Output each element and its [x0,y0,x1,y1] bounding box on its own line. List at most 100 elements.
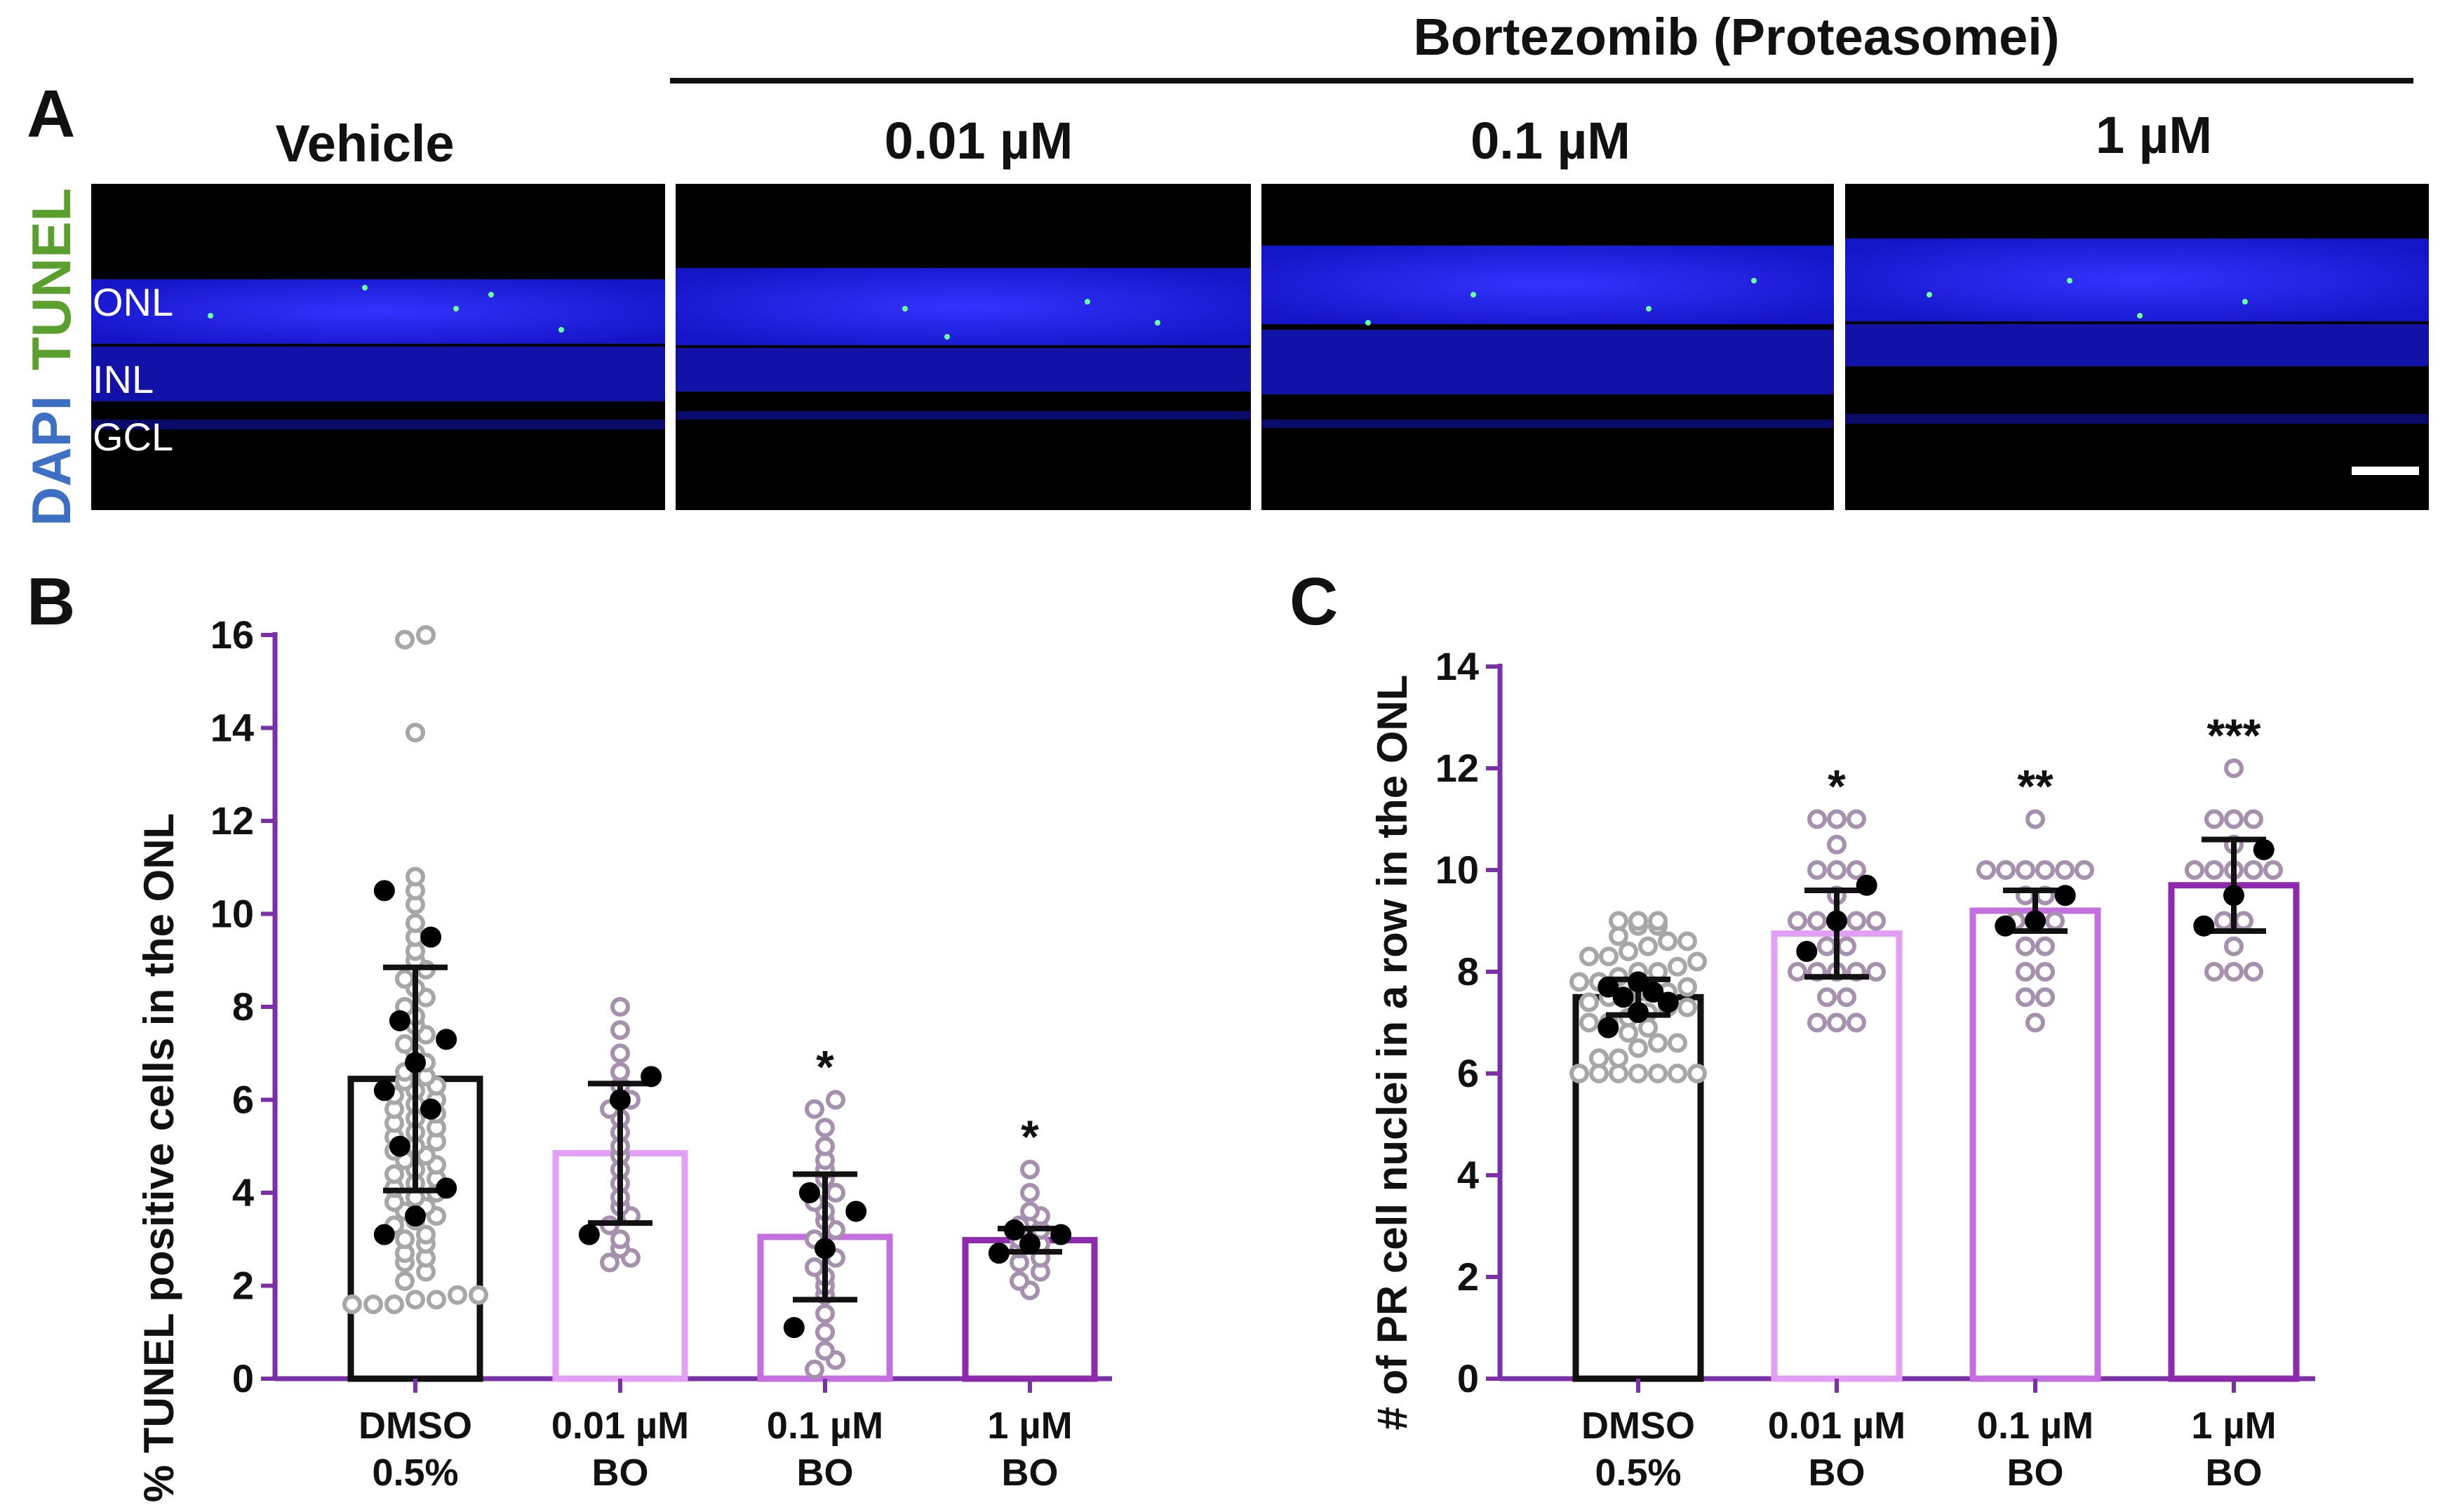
gcl-band [91,420,665,429]
animal-mean-point [1628,972,1649,993]
category-label-line1: 1 µM [987,1405,1072,1447]
data-point [1572,1066,1587,1081]
category-label-line2: 0.5% [372,1452,458,1494]
image-label-0-1: 0.1 µM [1470,112,1630,170]
data-point [612,1231,628,1247]
data-point [2206,812,2222,827]
y-tick-label: 14 [210,706,254,750]
tunel-punctum [488,292,494,297]
animal-mean-point [579,1224,600,1245]
data-point [2226,939,2242,954]
animal-mean-point [989,1243,1010,1264]
data-point [408,725,423,740]
chart-c-ylabel: # of PR cell nuclei in a row in the ONL [1369,675,1416,1431]
data-point [2206,964,2222,979]
data-point [828,1185,843,1200]
stain-label: DAPI TUNEL [20,188,82,526]
animal-mean-point [1597,1017,1619,1038]
data-point [408,869,423,885]
tunel-punctum [902,306,908,312]
y-tick-label: 8 [1457,949,1479,993]
onl-band [1261,246,1834,324]
data-point [397,1036,413,1052]
data-point [2037,989,2053,1005]
data-point [2018,964,2033,979]
data-point [366,1297,381,1312]
data-point [397,1273,413,1289]
tunel-label: TUNEL [20,188,82,370]
data-point [817,1325,833,1340]
data-point [2018,989,2033,1005]
inl-band [91,347,665,401]
data-point [2018,862,2033,878]
animal-mean-point [815,1238,836,1259]
bar [1973,911,2098,1379]
data-point [1680,934,1695,949]
tunel-punctum [208,313,213,319]
tunel-punctum [1085,299,1090,305]
panel-c-letter: C [1289,564,1338,639]
data-point [397,632,413,648]
data-point [1581,1015,1597,1031]
data-point [1790,964,1805,979]
y-tick-label: 8 [232,984,254,1029]
significance-mark: * [1021,1111,1039,1163]
data-point [1680,1000,1695,1015]
data-point [1630,914,1646,929]
animal-mean-point [2193,916,2214,937]
y-tick-label: 16 [210,613,254,657]
data-point [1630,1066,1646,1081]
figure: A Bortezomib (Proteasomei) Vehicle 0.01 … [0,0,2452,1512]
y-tick-label: 0 [232,1356,254,1400]
data-point [1670,1036,1685,1051]
data-point [1621,944,1636,959]
data-point [418,1227,434,1243]
animal-mean-point [405,1052,426,1073]
y-tick-label: 14 [1435,644,1479,688]
image-label-vehicle: Vehicle [275,114,454,173]
data-point [408,1292,423,1307]
animal-mean-point [436,1029,457,1050]
data-point [828,1092,843,1108]
data-point [1868,964,1884,979]
micrograph-0-1 [1261,184,1834,510]
svg-text:DAPI TUNEL: DAPI TUNEL [20,188,82,526]
animal-mean-point [374,880,395,901]
data-point [1022,1185,1038,1200]
data-point [1601,949,1616,964]
data-point [1670,959,1685,975]
inl-band [676,348,1251,392]
data-point [1012,1273,1027,1289]
data-point [1022,1162,1038,1177]
data-point [1809,812,1825,827]
tunel-punctum [558,327,564,333]
chart-b: 0 2 4 6 8 10 12 14 16 DMSO 0.5% 0.01 µM BO * 0.1 µM BO *… [210,613,1112,1494]
data-point [1640,939,1656,954]
data-point [2037,964,2053,979]
animal-mean-point [799,1182,820,1203]
layer-gcl: GCL [93,415,173,459]
data-point [344,1297,360,1312]
onl-band [91,279,665,344]
y-tick-label: 4 [1457,1153,1479,1197]
layer-inl: INL [93,357,154,401]
micrograph-vehicle [91,184,665,510]
significance-mark: * [816,1041,834,1093]
data-point [2037,939,2053,954]
bar [1774,934,1899,1379]
tunel-punctum [1751,278,1757,283]
y-tick-label: 12 [1435,746,1479,790]
tunel-punctum [453,306,459,312]
data-point [1591,1050,1607,1066]
bar [965,1240,1094,1379]
category-label-line1: 0.1 µM [767,1405,883,1447]
category-label-line2: BO [1002,1452,1059,1494]
tunel-punctum [944,334,950,340]
data-point [1868,914,1884,929]
data-point [612,1022,628,1038]
tunel-punctum [1646,306,1652,312]
animal-mean-point [610,1090,631,1111]
data-point [387,1167,402,1182]
y-tick-label: 4 [232,1170,254,1215]
data-point [1809,862,1825,878]
